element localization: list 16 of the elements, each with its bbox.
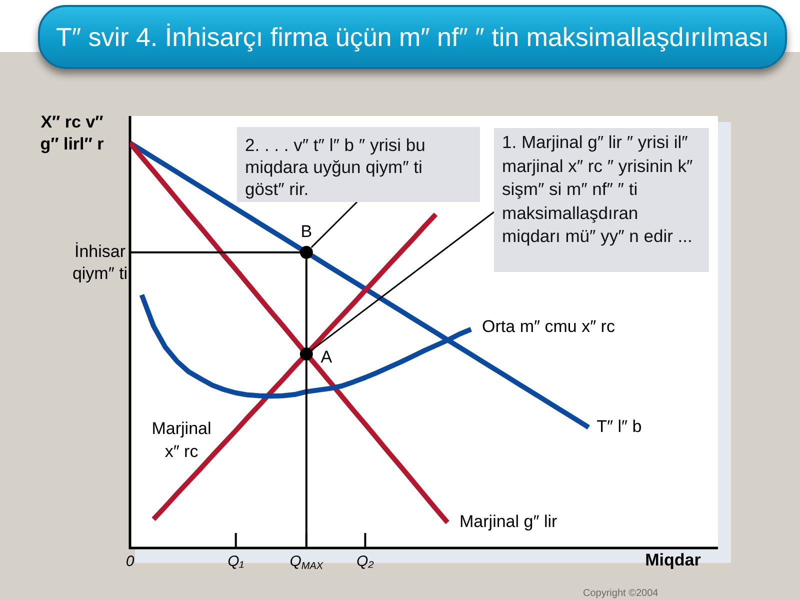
series-label: Marjinal g″ lir bbox=[460, 512, 558, 532]
annotation: 2. . . . v″ t″ l″ b ″ yrisi bu miqdara uyğun qiym″ ti göst″ rir. bbox=[245, 134, 426, 200]
chart-title: T″ svir 4. İnhisarçı firma üçün m″ nf″ ″ tin maksimallaşdırılması bbox=[56, 22, 769, 52]
text: Copyright ©2004 bbox=[583, 588, 659, 599]
annotation: İnhisar qiym″ ti bbox=[72, 242, 128, 284]
series-label: Orta m″ cmu x″ rc bbox=[482, 316, 616, 336]
series-label: T″ l″ b bbox=[596, 417, 642, 436]
x-tick-label: Q₁ bbox=[228, 553, 244, 570]
x-tick-label: 0 bbox=[126, 553, 135, 570]
x-tick-label: Q₂ bbox=[356, 553, 374, 570]
series-label: Marjinal x″ rc bbox=[152, 418, 212, 461]
annotation: 1. Marjinal g″ lir ″ yrisi il″ marjinal x″ rc ″ yrisinin k″ sişm″ si m″ nf″ ″ ti maksimallaşdıran miqdarı mü″ yy″ n edir ... bbox=[502, 131, 694, 248]
annotation: B bbox=[300, 222, 312, 242]
x-axis-title: Miqdar bbox=[645, 550, 702, 570]
y-axis-title: X″ rc v″ g″ lirl″ r bbox=[40, 112, 104, 154]
annotation: A bbox=[320, 348, 333, 367]
